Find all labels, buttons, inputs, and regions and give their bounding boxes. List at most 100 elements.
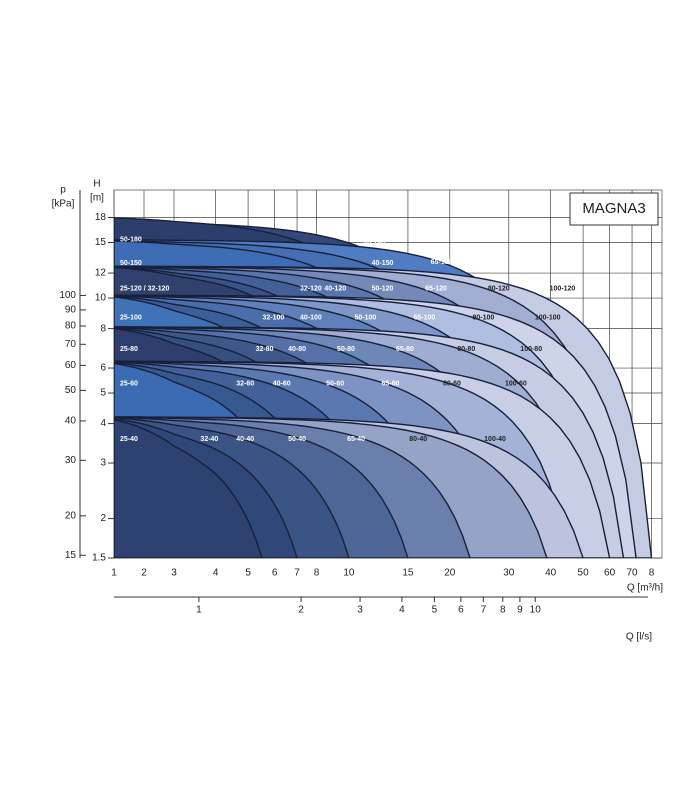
- y2-tick-label: 30: [65, 455, 77, 466]
- model-label: 100-60: [505, 380, 527, 387]
- model-label: 100-40: [484, 436, 506, 443]
- model-label: 65-100: [414, 314, 436, 321]
- axes: 1 2 3 4 5 6 7 8 10 15 20 30 40 50 60 70 81.5234568101215…: [59, 190, 655, 616]
- model-label: 32-40: [200, 436, 218, 443]
- x2-tick-label: 4: [399, 605, 405, 616]
- chart-title: MAGNA3: [582, 200, 645, 217]
- x2-tick-label: 1: [196, 605, 202, 616]
- model-label: 50-180: [120, 237, 142, 244]
- y-label: H: [93, 179, 100, 190]
- y2-tick-label: 40: [65, 416, 77, 427]
- model-label: 40-60: [273, 380, 291, 387]
- x2-tick-label: 5: [432, 605, 438, 616]
- model-label: 40-80: [288, 346, 306, 353]
- model-label: 50-150: [120, 260, 142, 267]
- model-label: 65-120: [425, 285, 447, 292]
- model-label: 32-80: [256, 346, 274, 353]
- model-label: 65-80: [396, 346, 414, 353]
- y2-tick-label: 80: [65, 321, 77, 332]
- x-tick-label: 6: [272, 568, 278, 579]
- x2-tick-label: 6: [458, 605, 464, 616]
- y-tick-label: 12: [95, 268, 107, 279]
- title-box: [569, 192, 659, 226]
- model-label: 32-100: [263, 314, 285, 321]
- x-tick-label: 7: [294, 568, 300, 579]
- y2-tick-label: 50: [65, 385, 77, 396]
- x-tick-label: 70: [626, 568, 638, 579]
- model-label: 25-120 / 32-120: [120, 285, 170, 292]
- model-label: 32-120: [300, 285, 322, 292]
- y2-tick-label: 15: [65, 550, 77, 561]
- model-label: 40-40: [236, 436, 254, 443]
- model-label: 40-150: [372, 260, 394, 267]
- x-tick-label: 4: [213, 568, 219, 579]
- y2-tick-label: 20: [65, 510, 77, 521]
- model-label: 25-100: [120, 314, 142, 321]
- model-label: 65-60: [381, 380, 399, 387]
- regions: [114, 217, 653, 558]
- y-unit: [m]: [90, 193, 104, 204]
- model-label: 40-100: [300, 314, 322, 321]
- y2-tick-label: 100: [59, 290, 76, 301]
- y-tick-label: 3: [100, 458, 106, 469]
- x-tick-label: 15: [402, 568, 414, 579]
- model-label: 40-180: [363, 240, 385, 247]
- x-tick-label: 5: [245, 568, 251, 579]
- model-label: 40-120: [324, 285, 346, 292]
- x-label: Q [m³/h]: [627, 583, 663, 594]
- model-label: 50-120: [372, 285, 394, 292]
- x2-tick-label: 8: [500, 605, 506, 616]
- x-tick-label: 8: [314, 568, 320, 579]
- x-tick-label: 50: [578, 568, 590, 579]
- y-tick-label: 5: [100, 388, 106, 399]
- x2-tick-label: 10: [530, 605, 542, 616]
- model-label: 65-150: [431, 259, 453, 266]
- model-label: 32-60: [236, 380, 254, 387]
- y-tick-label: 6: [100, 363, 106, 374]
- model-label: 80-60: [443, 380, 461, 387]
- model-label: 50-100: [355, 314, 377, 321]
- model-label: 80-40: [409, 436, 427, 443]
- y-tick-label: 2: [100, 513, 106, 524]
- model-label: 100-120: [550, 285, 576, 292]
- model-label: 80-100: [473, 314, 495, 321]
- x2-tick-label: 9: [517, 605, 523, 616]
- model-label: 80-120: [488, 285, 510, 292]
- y-tick-label: 4: [100, 418, 106, 429]
- x2-label: Q [l/s]: [626, 632, 652, 643]
- model-label: 100-80: [520, 346, 542, 353]
- model-label: 50-40: [288, 436, 306, 443]
- y2-tick-label: 90: [65, 305, 77, 316]
- x-tick-label: 40: [545, 568, 557, 579]
- y-tick-label: 1.5: [92, 553, 106, 564]
- x-tick-label: 20: [444, 568, 456, 579]
- x2-tick-label: 2: [298, 605, 304, 616]
- x-tick-label: 30: [503, 568, 515, 579]
- model-label: 25-40: [120, 436, 138, 443]
- y2-tick-label: 60: [65, 360, 77, 371]
- x-tick-label: 60: [604, 568, 616, 579]
- x2-tick-label: 3: [357, 605, 363, 616]
- x-tick-label: 3: [171, 568, 177, 579]
- y2-unit: [kPa]: [52, 199, 75, 210]
- y-tick-label: 8: [100, 323, 106, 334]
- x-tick-label: 8: [649, 568, 655, 579]
- y2-label: p: [60, 185, 66, 196]
- model-label: 50-80: [337, 346, 355, 353]
- x2-tick-label: 7: [481, 605, 487, 616]
- y-tick-label: 10: [95, 293, 107, 304]
- model-label: 100-100: [535, 314, 561, 321]
- y2-tick-label: 70: [65, 339, 77, 350]
- x-tick-label: 10: [343, 568, 355, 579]
- model-label: 25-60: [120, 380, 138, 387]
- model-label: 65-40: [347, 436, 365, 443]
- pump-region: [114, 416, 263, 558]
- y-tick-label: 18: [95, 212, 107, 223]
- model-label: 25-80: [120, 346, 138, 353]
- labels: 40-180 50-180 65-150 40-150 50-150 100-120 80-…: [120, 237, 575, 443]
- x-tick-label: 1: [111, 568, 117, 579]
- model-label: 50-60: [326, 380, 344, 387]
- x-tick-label: 2: [141, 568, 147, 579]
- y-tick-label: 15: [95, 237, 107, 248]
